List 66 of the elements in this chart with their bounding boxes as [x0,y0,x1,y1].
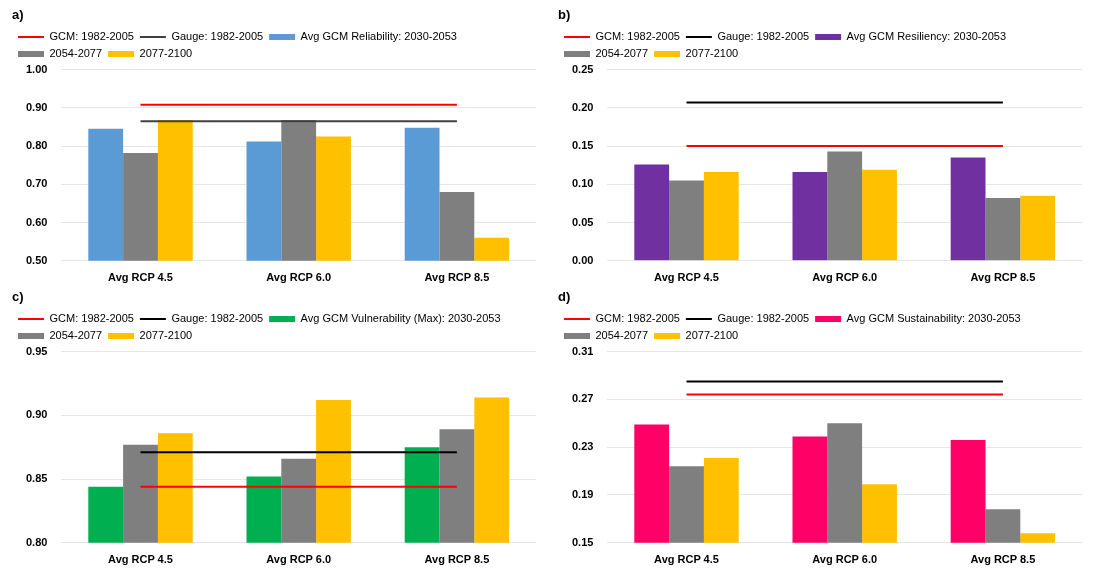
y-tick-label: 0.25 [571,62,594,75]
y-tick-label: 0.23 [571,440,594,453]
y-tick-label: 0.95 [25,344,48,357]
x-tick-label: Avg RCP 4.5 [654,553,719,566]
legend-label: GCM: 1982-2005 [49,30,134,43]
bar [703,172,739,261]
legend-label: Gauge: 1982-2005 [171,312,264,325]
chart-title: a) [12,7,24,23]
bar [669,180,704,261]
chart-title: c) [12,289,24,305]
y-tick-label: 0.05 [571,215,594,228]
x-tick-label: Avg RCP 4.5 [108,553,173,566]
legend-label: 2077-2100 [685,329,739,342]
bar [862,169,897,261]
legend-label: GCM: 1982-2005 [49,312,134,325]
x-tick-label: Avg RCP 6.0 [266,271,332,284]
legend-label: 2077-2100 [139,329,193,342]
legend-label: GCM: 1982-2005 [595,312,680,325]
x-tick-label: Avg RCP 6.0 [812,271,878,284]
legend-label: 2054-2077 [595,329,649,342]
legend-label: Avg GCM Resiliency: 2030-2053 [846,30,1007,43]
chart-title: d) [558,289,571,305]
legend-label: Gauge: 1982-2005 [717,30,810,43]
x-tick-label: Avg RCP 8.5 [970,553,1036,566]
x-tick-label: Avg RCP 4.5 [654,271,719,284]
legend-label: Avg GCM Reliability: 2030-2053 [300,30,457,43]
chart-title: b) [558,7,571,23]
x-tick-label: Avg RCP 8.5 [970,271,1036,284]
legend-label: GCM: 1982-2005 [595,30,680,43]
y-tick-label: 0.60 [25,215,48,228]
y-tick-label: 0.19 [571,488,594,501]
x-tick-label: Avg RCP 8.5 [424,271,490,284]
legend-label: Avg GCM Sustainability: 2030-2053 [846,312,1021,325]
y-tick-label: 0.10 [571,177,594,190]
y-tick-label: 0.15 [571,139,594,152]
bar [950,157,986,261]
legend-label: Gauge: 1982-2005 [171,30,264,43]
y-tick-label: 0.70 [25,177,48,190]
x-tick-label: Avg RCP 6.0 [812,553,878,566]
bar [792,172,828,261]
y-tick-label: 1.00 [25,62,48,75]
y-tick-label: 0.90 [25,100,48,113]
y-tick-label: 0.85 [25,472,48,485]
legend-label: Avg GCM Vulnerability (Max): 2030-2053 [300,312,501,325]
legend-label: 2054-2077 [49,47,103,60]
bar [827,151,863,261]
legend-label: 2054-2077 [49,329,103,342]
legend-label: 2054-2077 [595,47,649,60]
legend-label: 2077-2100 [685,47,739,60]
bar [634,164,670,261]
legend-label: Gauge: 1982-2005 [717,312,810,325]
bar [1020,195,1056,261]
x-tick-label: Avg RCP 6.0 [266,553,332,566]
y-tick-label: 0.50 [25,253,48,266]
y-tick-label: 0.80 [25,535,48,548]
y-tick-label: 0.00 [571,253,594,266]
x-tick-label: Avg RCP 4.5 [108,271,173,284]
y-tick-label: 0.20 [571,100,594,113]
legend-label: 2077-2100 [139,47,193,60]
y-tick-label: 0.15 [571,535,594,548]
x-tick-label: Avg RCP 8.5 [424,553,490,566]
y-tick-label: 0.27 [571,392,594,405]
y-tick-label: 0.31 [571,344,594,357]
y-tick-label: 0.90 [25,408,48,421]
bar [985,198,1021,261]
y-tick-label: 0.80 [25,139,48,152]
